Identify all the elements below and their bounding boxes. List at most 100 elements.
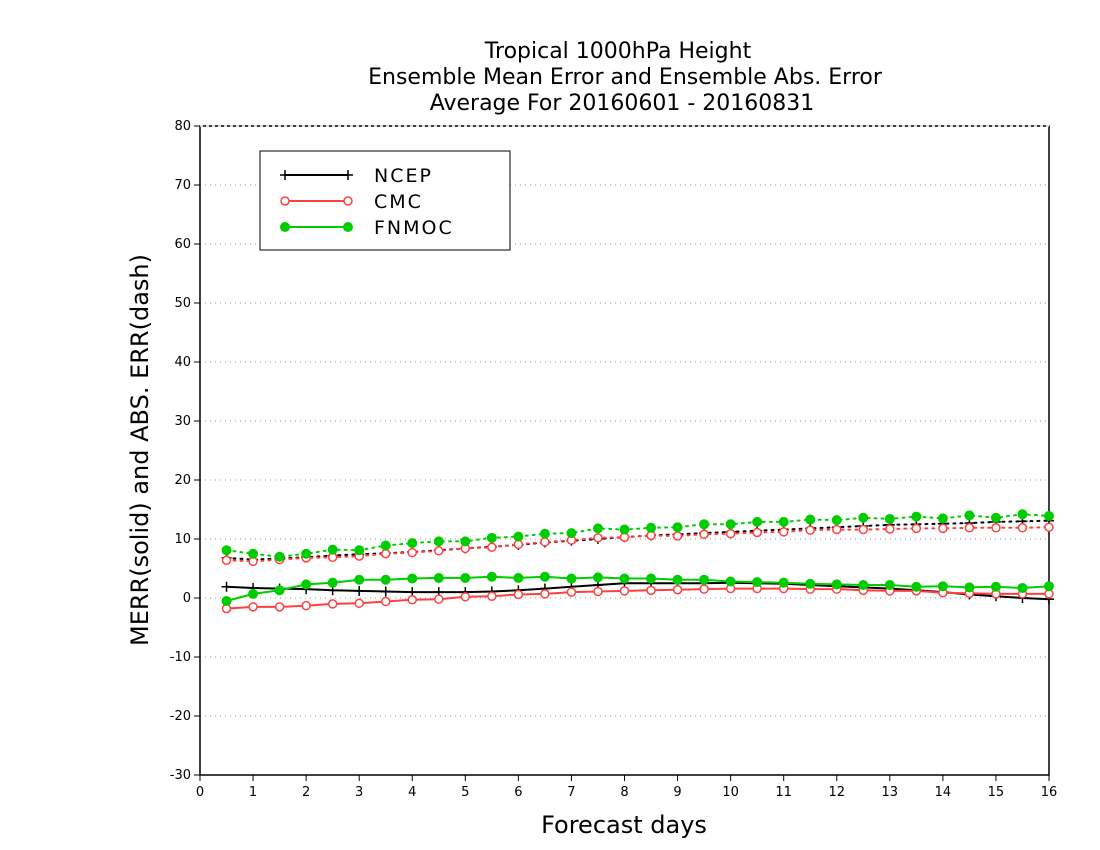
abs-error-point: [937, 513, 948, 524]
y-tick-label: 20: [174, 473, 191, 488]
abs-error-point: [832, 524, 842, 535]
mean-error-point: [858, 580, 869, 591]
mean-error-point: [221, 581, 232, 592]
abs-error-point: [487, 542, 497, 553]
abs-error-point: [911, 511, 922, 522]
abs-error-point: [778, 516, 789, 527]
abs-error-point: [566, 528, 577, 539]
mean-error-point: [487, 591, 497, 601]
mean-error-point: [725, 576, 736, 587]
mean-error-point: [513, 589, 524, 600]
abs-error-point: [539, 528, 550, 539]
abs-error-point: [354, 545, 365, 556]
y-tick-label: 0: [183, 591, 191, 606]
x-tick-label: 16: [1041, 785, 1058, 800]
legend-marker: [280, 222, 290, 232]
abs-error-point: [884, 513, 895, 524]
abs-error-point: [964, 510, 975, 521]
abs-error-point: [646, 522, 657, 533]
mean-error-point: [911, 581, 922, 592]
mean-error-point: [566, 573, 577, 584]
abs-error-point: [248, 548, 259, 559]
series-fnmoc: [221, 509, 1054, 606]
legend-label: CMC: [374, 191, 423, 213]
x-tick-label: 15: [988, 785, 1005, 800]
x-tick-label: 12: [828, 785, 845, 800]
y-tick-label: 60: [174, 237, 191, 252]
mean-error-point: [672, 574, 683, 585]
mean-error-point: [274, 585, 285, 596]
abs-error-point: [858, 512, 869, 523]
chart-title: Tropical 1000hPa Height Ensemble Mean Er…: [368, 39, 883, 116]
legend-marker: [343, 222, 353, 232]
legend-marker: [280, 170, 290, 180]
abs-error-point: [540, 537, 550, 547]
abs-error-point: [380, 549, 391, 559]
abs-error-point: [592, 523, 603, 534]
mean-error-point: [831, 579, 842, 590]
abs-error-point: [752, 527, 762, 538]
mean-error-point: [990, 581, 1001, 592]
mean-error-point: [301, 579, 312, 590]
mean-error-point: [327, 599, 338, 609]
x-axis-title: Forecast days: [541, 811, 707, 839]
y-tick-label: -20: [170, 709, 191, 724]
abs-error-point: [1017, 509, 1028, 520]
legend-item-ncep: NCEP: [280, 165, 431, 187]
x-tick-label: 8: [620, 785, 628, 800]
abs-error-point: [778, 527, 789, 537]
mean-error-point: [248, 588, 259, 599]
abs-error-point: [885, 524, 895, 534]
mean-error-point: [619, 573, 630, 584]
x-tick-label: 1: [249, 785, 257, 800]
mean-error-point: [1044, 581, 1054, 592]
abs-error-point: [725, 528, 736, 539]
abs-error-point: [486, 532, 497, 543]
mean-error-point: [407, 573, 418, 584]
mean-error-point: [460, 572, 471, 583]
mean-error-point: [380, 596, 391, 607]
abs-error-line: [225, 513, 1050, 558]
mean-error-point: [593, 586, 603, 597]
abs-error-point: [407, 547, 417, 558]
y-tick-label: -10: [170, 650, 191, 665]
legend-marker: [280, 196, 290, 206]
abs-error-point: [858, 524, 869, 535]
abs-error-point: [831, 515, 842, 526]
mean-error-point: [699, 584, 709, 594]
abs-error-point: [513, 531, 524, 542]
y-tick-label: 30: [174, 414, 191, 429]
y-tick-label: 10: [174, 532, 191, 547]
abs-error-line: [225, 519, 1050, 561]
abs-error-point: [327, 544, 338, 555]
y-tick-label: 70: [174, 178, 191, 193]
x-axis: 0 1 2 3 4 5 6 7 8 9 10 11 12 13 14 15 16: [196, 775, 1057, 800]
abs-error-point: [1044, 522, 1054, 532]
mean-error-point: [513, 572, 524, 583]
x-tick-label: 10: [722, 785, 739, 800]
mean-error-point: [301, 600, 311, 611]
abs-error-point: [433, 536, 444, 547]
abs-error-point: [672, 531, 683, 541]
title-line-3: Average For 20160601 - 20160831: [430, 91, 815, 116]
x-tick-label: 7: [567, 785, 575, 800]
abs-error-point: [460, 536, 471, 547]
mean-error-point: [274, 602, 285, 612]
legend-items: NCEP CMC FNMOC: [280, 165, 452, 239]
abs-error-point: [991, 523, 1001, 533]
x-tick-label: 6: [514, 785, 522, 800]
abs-error-point: [221, 555, 232, 565]
legend-marker: [343, 170, 353, 180]
abs-error-point: [274, 551, 285, 562]
mean-error-point: [248, 602, 258, 612]
y-tick-label: 80: [174, 119, 191, 134]
legend: NCEP CMC FNMOC: [259, 150, 511, 251]
mean-error-point: [805, 578, 816, 589]
abs-error-point: [407, 538, 418, 549]
mean-error-point: [699, 574, 710, 585]
abs-error-point: [805, 525, 815, 535]
series-layer: [221, 509, 1054, 614]
mean-error-point: [380, 586, 391, 597]
x-tick-label: 4: [408, 785, 416, 800]
